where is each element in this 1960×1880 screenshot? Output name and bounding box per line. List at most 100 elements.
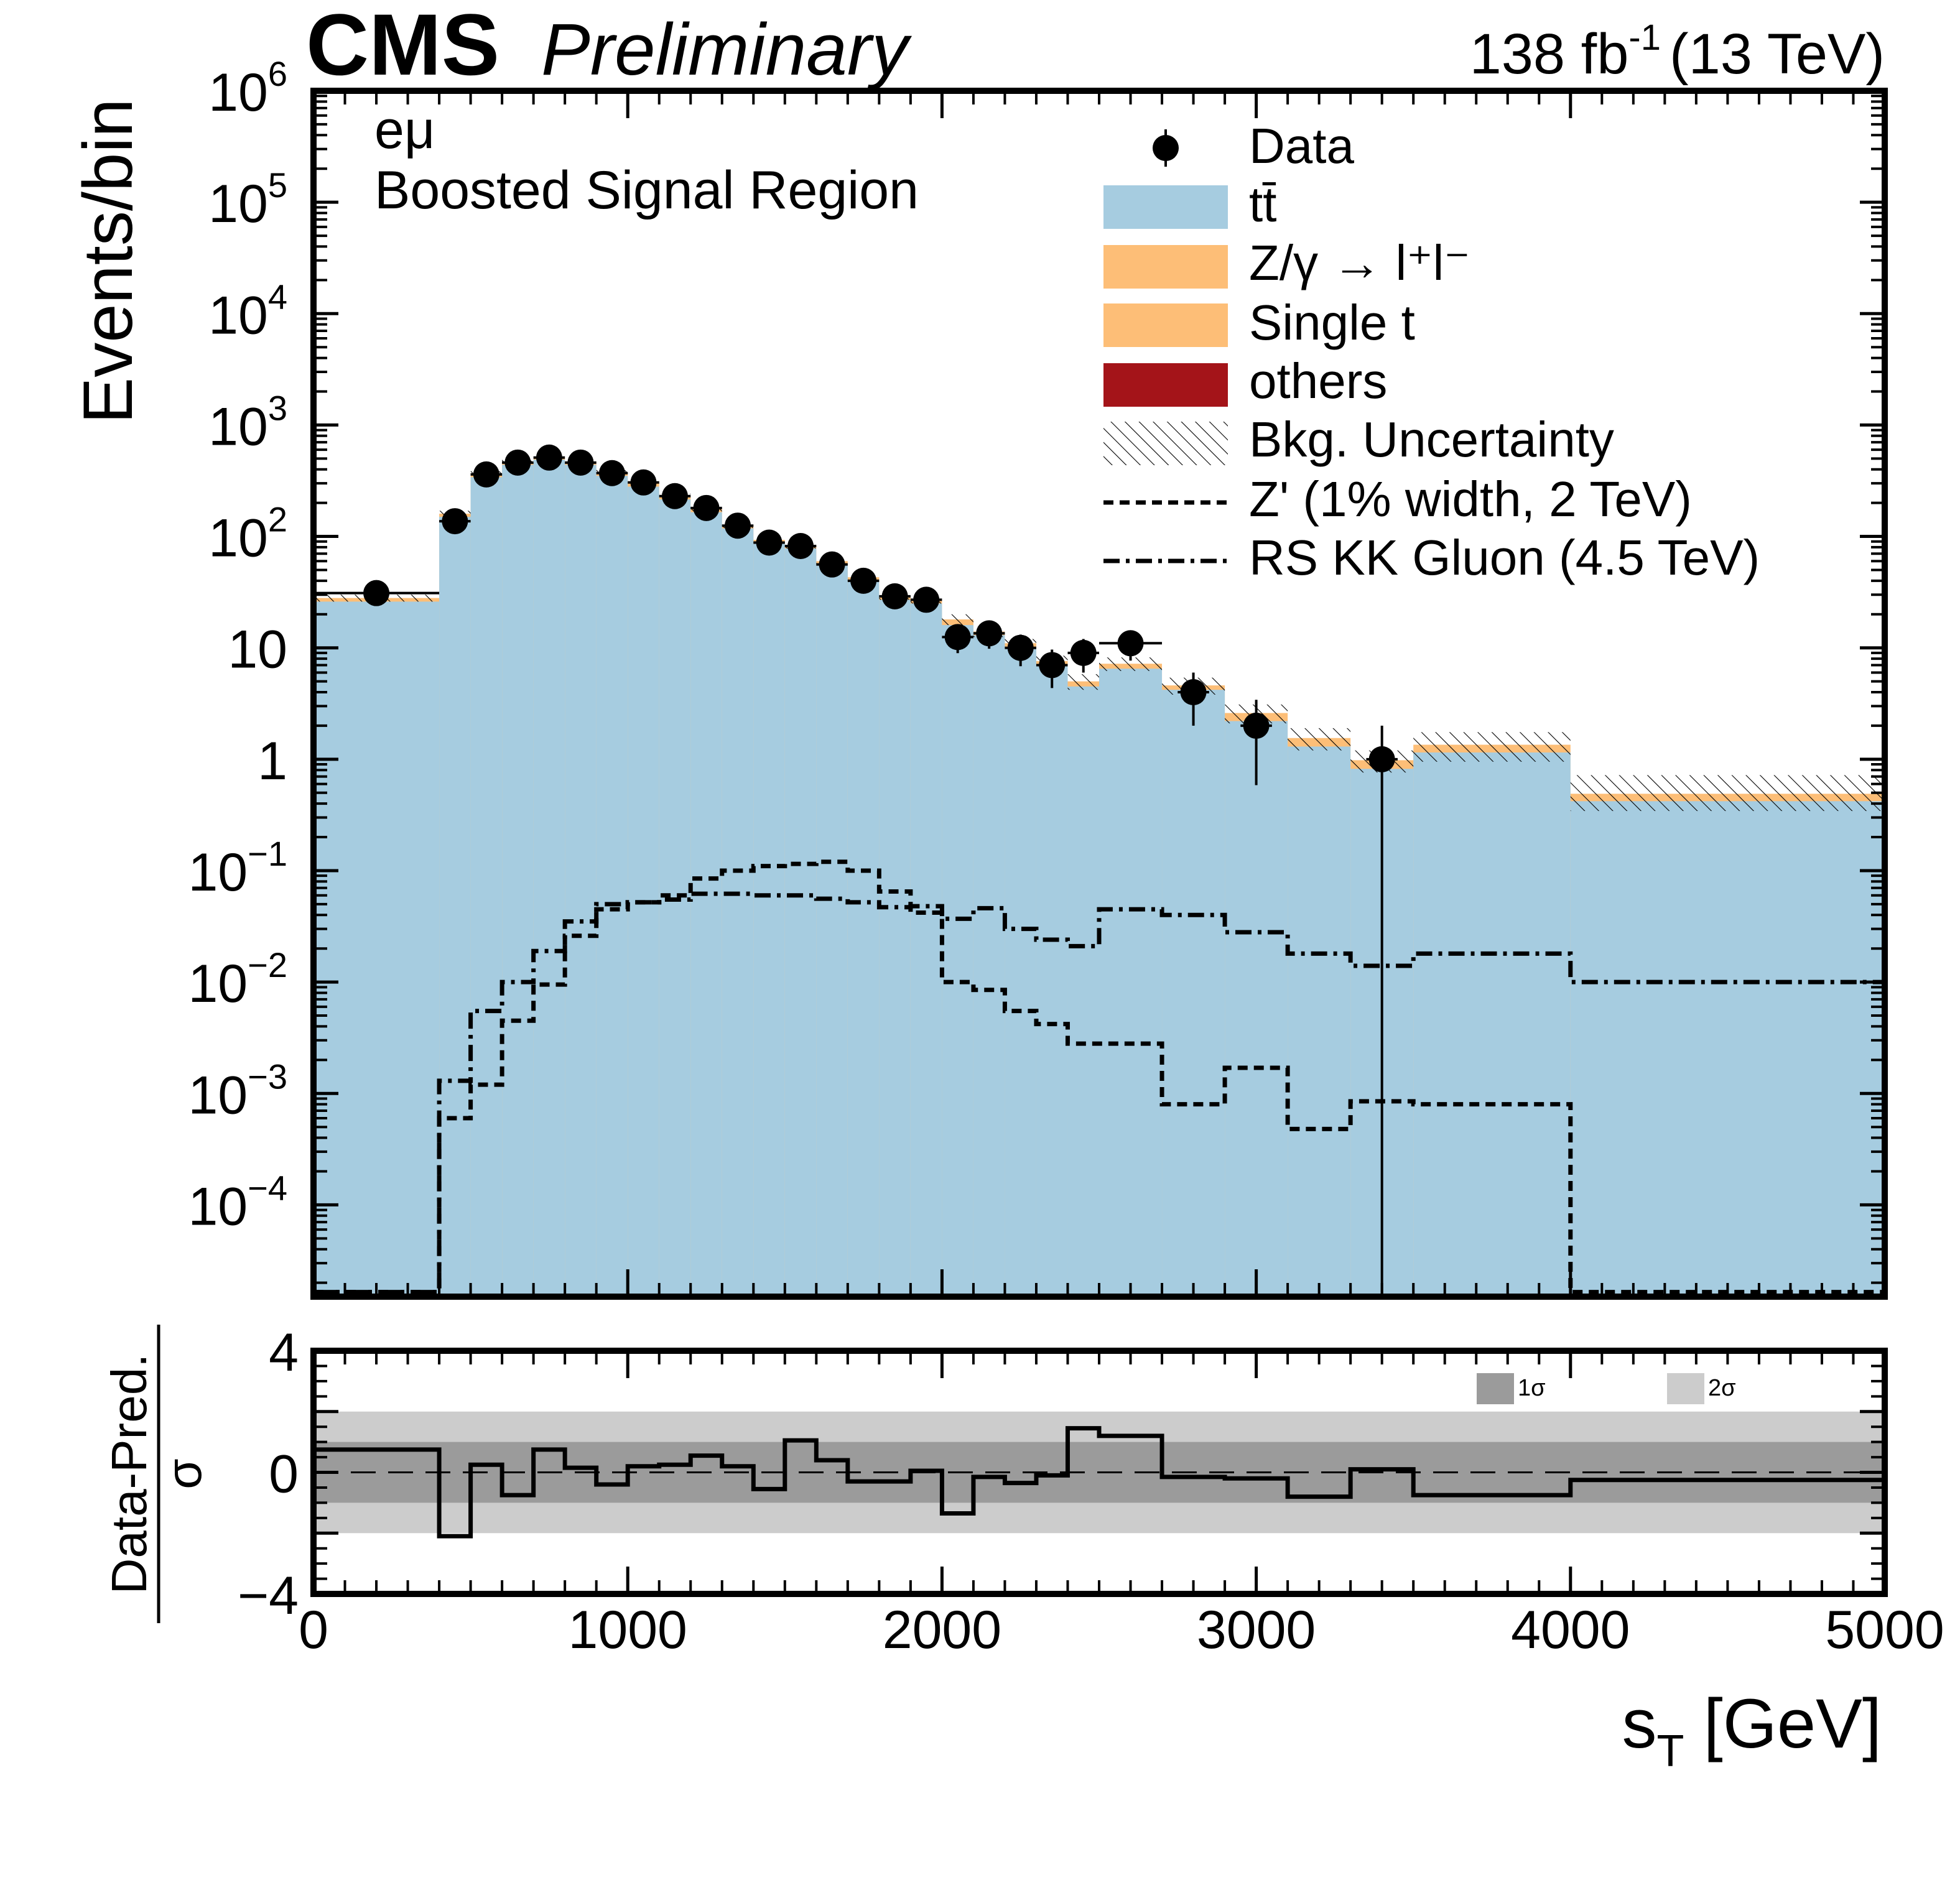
x-tick-label: 5000 [1825,1600,1944,1660]
data-point [473,461,499,488]
x-tick-label: 0 [299,1600,328,1660]
legend-item-zprime: Z' (1% width, 2 TeV) [1103,471,1692,527]
y-tick-label: 105 [208,165,287,234]
ratio-legend-swatch-1sigma [1477,1373,1514,1404]
ratio-legend-label-2sigma: 2σ [1708,1375,1736,1401]
y-tick-label: 102 [208,500,287,568]
data-point [598,460,625,486]
y-tick-base: 10 [208,174,268,234]
legend-swatch-others [1103,363,1228,407]
y-tick-exponent: −3 [248,1057,287,1096]
y-tick-exponent: −1 [248,834,287,873]
ttbar-bar [1005,647,1036,1297]
y-tick-exponent: 2 [268,500,287,539]
legend-label-single-t: Single t [1249,295,1415,350]
legend-item-dy: Z/γ → l⁺l⁻ [1103,235,1470,290]
x-tick-label: 3000 [1197,1600,1316,1660]
uncertainty-band [942,614,973,626]
ttbar-bar [816,564,848,1297]
x-tick-label: 1000 [569,1600,687,1660]
data-point [504,449,531,476]
ratio-legend-label-1sigma: 1σ [1518,1375,1546,1401]
channel-label: eμ [374,100,435,160]
legend-label-dy: Z/γ → l⁺l⁻ [1249,235,1470,290]
lumi-label: 138 fb-1 (13 TeV) [1470,17,1885,86]
ttbar-bar [1288,746,1351,1297]
ttbar-bar [1570,801,1885,1297]
legend-item-ttbar: tt̄ [1103,177,1276,232]
lumi-exponent: -1 [1628,17,1661,58]
ttbar-bar [470,477,503,1297]
ttbar-bar [1099,669,1163,1297]
region-label: Boosted Signal Region [374,160,919,220]
y-tick-base: 10 [208,63,268,123]
y-tick-base: 10 [188,843,248,902]
y-tick-base: 10 [188,1177,248,1236]
legend-swatch-dy [1103,245,1228,289]
ttbar-bar [502,465,534,1297]
ttbar-bar [942,625,973,1297]
data-point [1007,634,1034,661]
ratio-y-tick-label: −4 [238,1566,299,1626]
y-tick-label: 10−4 [188,1168,287,1236]
y-tick-label: 1 [258,731,287,791]
ttbar-bar [439,517,471,1297]
legend-data-marker [1153,135,1179,161]
y-tick-base: 10 [188,1065,248,1125]
ratio-step-line [314,1426,1885,1539]
data-point [976,620,1003,647]
y-tick-exponent: −2 [248,945,287,984]
x-tick-label: 4000 [1511,1600,1630,1660]
legend-label-data: Data [1249,118,1354,174]
legend-swatch-ttbar [1103,185,1228,229]
legend-swatch-single-t [1103,303,1228,347]
data-point [1039,652,1066,678]
data-point [725,512,751,539]
legend-item-data: Data [1153,118,1354,174]
data-point [363,580,390,606]
ratio-y-tick-label: 4 [269,1323,299,1382]
y-axis-title: Events/bin [69,99,147,424]
y-tick-base: 10 [188,954,248,1014]
ttbar-bar [628,486,659,1297]
ratio-y-tick-label: 0 [269,1445,299,1504]
ttbar-bar [533,459,565,1297]
data-point [787,533,814,560]
data-point [850,567,877,594]
legend-label-rskk: RS KK Gluon (4.5 TeV) [1249,530,1760,585]
legend-item-others: others [1103,353,1387,409]
y-tick-label: 10 [228,620,287,680]
status-label: Preliminary [541,9,912,91]
legend-label-uncertainty: Bkg. Uncertainty [1249,412,1614,467]
rskk-signal-line [314,891,1885,1295]
ttbar-bar [722,528,754,1297]
y-tick-exponent: 6 [268,54,287,93]
data-point [756,529,783,556]
y-tick-exponent: 3 [268,388,287,427]
y-tick-label: 10−3 [188,1057,287,1125]
data-point [442,508,468,535]
uncertainty-band [1067,674,1099,690]
data-point [881,583,908,609]
ttbar-bar [596,476,628,1297]
x-axis-title: sT [GeV] [1622,1685,1882,1776]
lumi-value: 138 fb [1470,22,1629,86]
data-point [630,469,657,496]
y-tick-label: 10−2 [188,945,287,1014]
x-axis-title-subscript: T [1657,1726,1684,1776]
y-tick-base: 10 [208,509,268,568]
ttbar-bar [879,600,911,1297]
y-tick-exponent: 5 [268,165,287,205]
data-point [1243,712,1270,739]
ttbar-bar [973,635,1005,1297]
ratio-legend-swatch-2sigma [1667,1373,1704,1404]
legend-label-ttbar: tt̄ [1249,177,1276,232]
y-tick-label: 106 [208,54,287,123]
data-point [661,483,688,509]
ttbar-bar [1162,690,1225,1297]
data-point [1070,639,1097,666]
legend-item-single-t: Single t [1103,295,1415,350]
